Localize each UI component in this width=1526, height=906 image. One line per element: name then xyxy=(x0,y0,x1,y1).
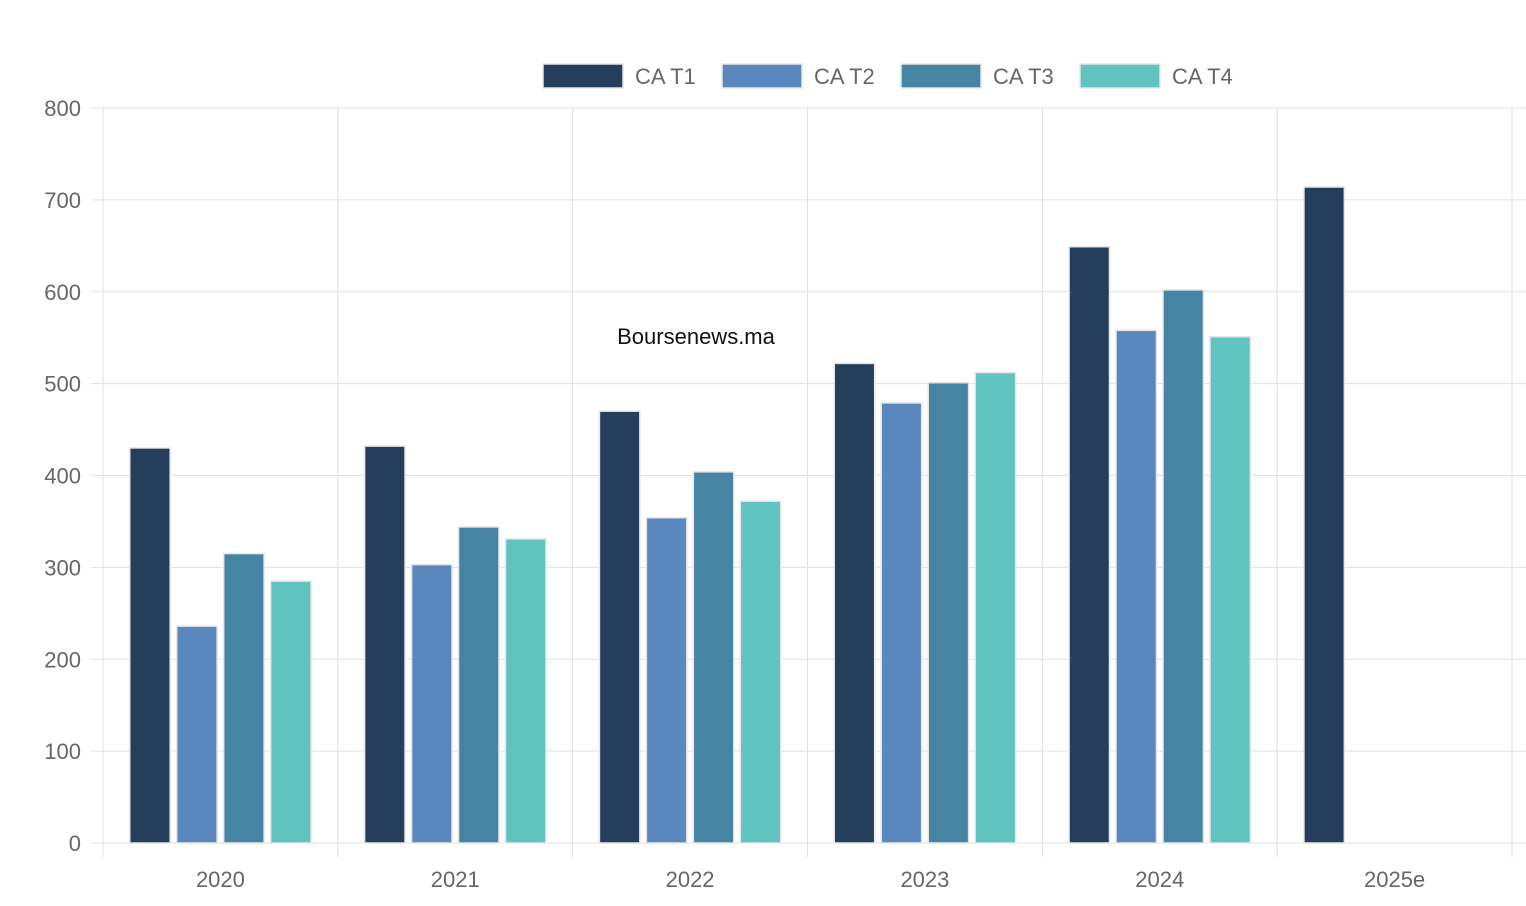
bar-ca-t2-2023[interactable] xyxy=(880,402,923,844)
bar-ca-t2-2022[interactable] xyxy=(645,517,688,844)
bar-ca-t1-2022[interactable] xyxy=(598,410,641,844)
y-tick-label: 100 xyxy=(44,739,81,764)
bar-ca-t2-2021[interactable] xyxy=(410,563,453,844)
bar-ca-t1-2025e[interactable] xyxy=(1303,186,1346,844)
y-axis-ticks: 0 100 200 300 400 500 600 700 800 xyxy=(44,96,81,856)
y-tick-label: 500 xyxy=(44,372,81,397)
y-tick-label: 400 xyxy=(44,464,81,489)
legend-item-ca-t1[interactable]: CA T1 xyxy=(542,63,696,89)
x-axis-ticks: 2020 2021 2022 2023 2024 2025e xyxy=(196,867,1425,892)
watermark-text: Boursenews.ma xyxy=(617,324,776,349)
y-tick-label: 600 xyxy=(44,280,81,305)
y-tick-label: 800 xyxy=(44,96,81,121)
bar-ca-t4-2024[interactable] xyxy=(1209,336,1252,844)
bar-ca-t4-2022[interactable] xyxy=(739,500,782,844)
bar-ca-t3-2022[interactable] xyxy=(692,471,735,844)
x-tick-label: 2022 xyxy=(666,867,715,892)
bar-ca-t2-2020[interactable] xyxy=(175,625,218,844)
legend-swatch xyxy=(542,63,624,89)
legend-swatch xyxy=(900,63,982,89)
legend-label: CA T1 xyxy=(635,64,696,89)
bar-ca-t4-2020[interactable] xyxy=(269,580,312,844)
y-tick-label: 200 xyxy=(44,647,81,672)
legend-item-ca-t2[interactable]: CA T2 xyxy=(721,63,875,89)
bar-ca-t4-2023[interactable] xyxy=(974,371,1017,844)
grid-lines xyxy=(91,107,1526,857)
x-tick-label: 2021 xyxy=(431,867,480,892)
x-tick-label: 2024 xyxy=(1135,867,1184,892)
legend-swatch xyxy=(721,63,803,89)
legend: CA T1 CA T2 CA T3 CA T4 xyxy=(542,63,1233,89)
legend-label: CA T4 xyxy=(1172,64,1233,89)
x-tick-label: 2025e xyxy=(1364,867,1425,892)
legend-item-ca-t4[interactable]: CA T4 xyxy=(1079,63,1233,89)
bar-ca-t1-2024[interactable] xyxy=(1068,245,1111,844)
bar-ca-t3-2020[interactable] xyxy=(222,552,265,844)
bar-ca-t1-2020[interactable] xyxy=(129,447,171,844)
bar-ca-t4-2021[interactable] xyxy=(504,538,547,844)
y-tick-label: 700 xyxy=(44,188,81,213)
x-tick-label: 2023 xyxy=(900,867,949,892)
legend-swatch xyxy=(1079,63,1161,89)
bars xyxy=(129,186,1346,844)
bar-ca-t1-2021[interactable] xyxy=(363,445,406,844)
bar-ca-t3-2024[interactable] xyxy=(1162,289,1205,844)
x-tick-label: 2020 xyxy=(196,867,245,892)
bar-ca-t3-2021[interactable] xyxy=(457,526,500,844)
bar-ca-t1-2023[interactable] xyxy=(833,362,876,844)
legend-label: CA T3 xyxy=(993,64,1054,89)
y-tick-label: 0 xyxy=(69,831,81,856)
bar-ca-t3-2023[interactable] xyxy=(927,381,970,844)
legend-item-ca-t3[interactable]: CA T3 xyxy=(900,63,1054,89)
bar-ca-t2-2024[interactable] xyxy=(1115,329,1158,844)
y-tick-label: 300 xyxy=(44,555,81,580)
legend-label: CA T2 xyxy=(814,64,875,89)
